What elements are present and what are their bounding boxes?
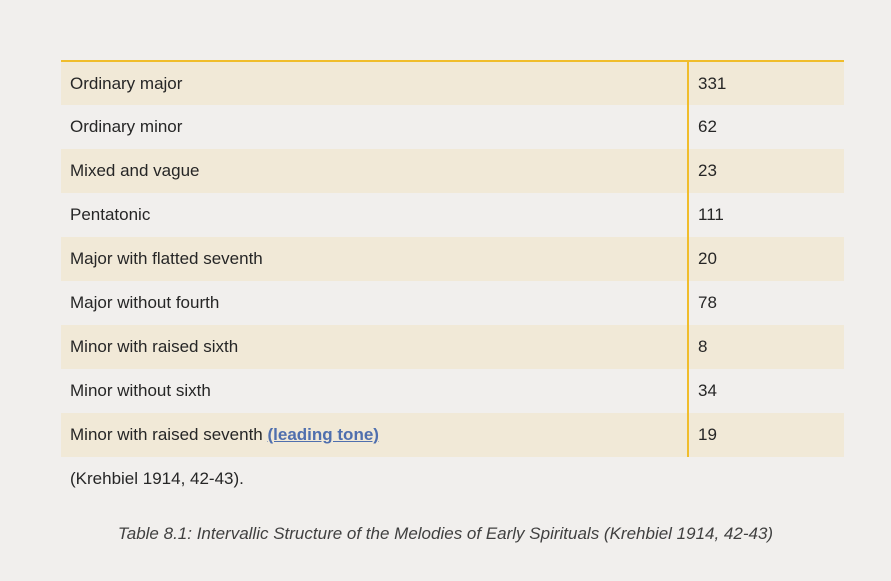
row-label: Pentatonic <box>61 193 688 237</box>
row-label: Ordinary minor <box>61 105 688 149</box>
row-label: Major without fourth <box>61 281 688 325</box>
table-row: Mixed and vague 23 <box>61 149 844 193</box>
row-label: Minor with raised sixth <box>61 325 688 369</box>
row-label-with-link: Minor with raised seventh (leading tone) <box>61 413 688 457</box>
table-caption: Table 8.1: Intervallic Structure of the … <box>117 524 774 543</box>
table-row: Major without fourth 78 <box>61 281 844 325</box>
table-row: Ordinary major 331 <box>61 61 844 105</box>
leading-tone-link[interactable]: (leading tone) <box>267 425 379 444</box>
table-row: Pentatonic 111 <box>61 193 844 237</box>
table-row: Minor without sixth 34 <box>61 369 844 413</box>
row-value: 331 <box>687 61 844 105</box>
row-value: 111 <box>687 193 844 237</box>
table-row: Ordinary minor 62 <box>61 105 844 149</box>
row-value: 62 <box>687 105 844 149</box>
row-value: 8 <box>687 325 844 369</box>
row-label: Minor without sixth <box>61 369 688 413</box>
row-value: 34 <box>687 369 844 413</box>
table-row: Minor with raised seventh (leading tone)… <box>61 413 844 457</box>
row-label: Ordinary major <box>61 61 688 105</box>
table-row: Minor with raised sixth 8 <box>61 325 844 369</box>
intervallic-structure-table-container: Ordinary major 331 Ordinary minor 62 Mix… <box>61 60 844 457</box>
row-label: Major with flatted seventh <box>61 237 688 281</box>
row-label: Mixed and vague <box>61 149 688 193</box>
row-value: 20 <box>687 237 844 281</box>
table-row: Major with flatted seventh 20 <box>61 237 844 281</box>
row-value: 23 <box>687 149 844 193</box>
intervallic-structure-table: Ordinary major 331 Ordinary minor 62 Mix… <box>61 60 844 457</box>
row-label: Minor with raised seventh <box>70 425 263 444</box>
source-note: (Krehbiel 1914, 42-43). <box>70 469 244 488</box>
row-value: 78 <box>687 281 844 325</box>
row-value: 19 <box>687 413 844 457</box>
